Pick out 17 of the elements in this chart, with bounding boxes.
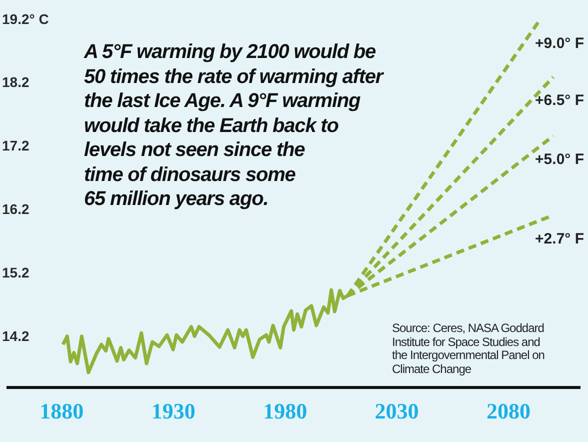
x-tick-label: 1930: [151, 398, 196, 424]
y-tick-label: 18.2: [2, 74, 30, 90]
series-label: +9.0° F: [535, 35, 584, 52]
x-tick-label: 1980: [263, 398, 308, 424]
y-tick-label: 14.2: [2, 328, 30, 344]
y-tick-label: 15.2: [2, 264, 30, 280]
x-tick-label: 2030: [374, 398, 419, 424]
annotation: A 5°F warming by 2100 would be 50 times the rate of warming after the last Ice Age. A 9°F warming would take the Earth back to levels not seen since the time of dinosaurs some 65 million years ago.: [84, 40, 383, 212]
x-tick-label: 2080: [486, 398, 530, 424]
annotation: Source: Ceres, NASA Goddard Institute for Space Studies and the Intergovernmental Panel on Climate Change: [392, 321, 544, 376]
y-tick-label: 16.2: [2, 200, 30, 217]
y-tick-label: 17.2: [2, 138, 30, 154]
y-tick-label: 19.2° C: [2, 10, 49, 27]
series-label: +2.7° F: [535, 230, 584, 248]
series-label: +6.5° F: [535, 92, 584, 110]
x-tick-label: 1880: [40, 398, 84, 424]
series-label: +5.0° F: [535, 151, 584, 168]
